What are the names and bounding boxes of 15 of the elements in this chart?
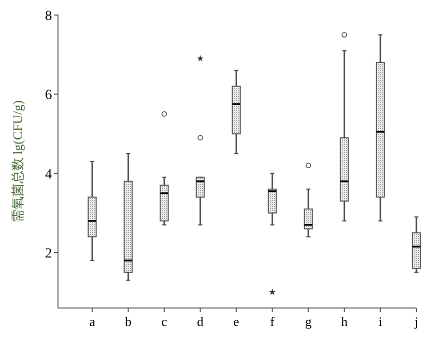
y-axis-title: 需氧菌总数 lg(CFU/g) <box>10 100 25 223</box>
x-tick-label: d <box>197 314 204 329</box>
y-tick-label: 4 <box>45 167 52 182</box>
y-tick-label: 2 <box>45 246 52 262</box>
x-tick-label: i <box>378 314 383 329</box>
y-tick-label: 6 <box>45 88 52 104</box>
x-tick-label: b <box>124 314 132 329</box>
y-tick-label: 8 <box>45 9 52 24</box>
x-tick-label: a <box>89 314 96 329</box>
x-tick-label: e <box>233 314 240 329</box>
x-tick-label: g <box>305 314 312 329</box>
x-tick-label: f <box>270 314 276 329</box>
x-tick-label: c <box>161 314 168 329</box>
x-tick-label: j <box>414 314 418 329</box>
x-tick-label: h <box>341 314 348 329</box>
